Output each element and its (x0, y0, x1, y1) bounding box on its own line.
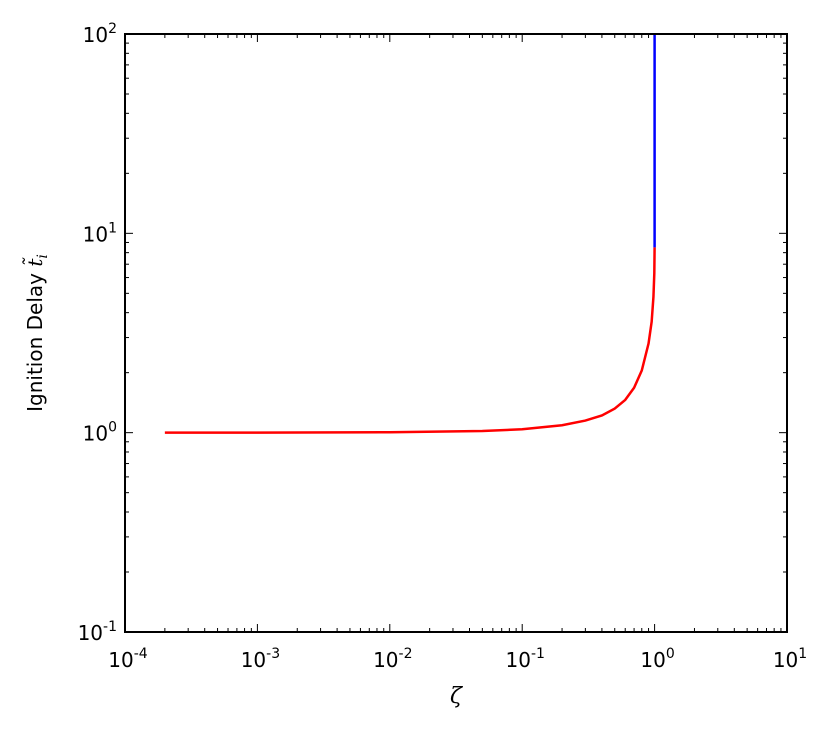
x-tick-label-exp: 1 (798, 646, 807, 662)
y-tick-label: 10-1 (78, 619, 117, 645)
x-tick-label: 10-3 (241, 646, 280, 672)
x-tick-label-base: 10 (640, 648, 665, 672)
y-tick-label-base: 10 (83, 422, 108, 446)
y-tick-label: 101 (83, 220, 117, 246)
x-tick-label: 10-4 (108, 646, 148, 672)
x-tick-label-exp: -4 (134, 646, 148, 662)
y-tick-label: 102 (83, 21, 117, 47)
y-tick-label-exp: -1 (103, 619, 117, 635)
x-tick-label-base: 10 (108, 648, 133, 672)
x-tick-label-exp: -1 (531, 646, 545, 662)
y-tick-label-exp: 2 (108, 21, 117, 37)
y-axis-label-text: Ignition Delay (23, 267, 47, 412)
x-tick-label-exp: 0 (666, 646, 675, 662)
x-tick-label-base: 10 (373, 648, 398, 672)
y-axis-label-symbol: t̃ (21, 257, 47, 267)
y-tick-label-base: 10 (83, 222, 108, 246)
x-axis-label: ζ (450, 684, 464, 709)
x-tick-label: 10-2 (373, 646, 412, 672)
x-tick-label: 100 (640, 646, 674, 672)
x-tick-label-exp: -3 (266, 646, 280, 662)
y-tick-label-base: 10 (78, 621, 103, 645)
x-tick-label-base: 10 (505, 648, 530, 672)
y-axis-label-sub: i (35, 254, 51, 258)
y-tick-label: 100 (83, 420, 117, 446)
data-line (164, 247, 656, 434)
y-tick-label-base: 10 (83, 23, 108, 47)
plot-frame (124, 33, 788, 633)
x-tick-label-base: 10 (241, 648, 266, 672)
y-tick-label-exp: 1 (108, 220, 117, 236)
x-tick-label-base: 10 (773, 648, 798, 672)
x-tick-label: 10-1 (505, 646, 544, 672)
x-tick-label: 101 (773, 646, 807, 672)
y-tick-label-exp: 0 (108, 420, 117, 436)
y-axis-label: Ignition Delay t̃i (21, 254, 51, 412)
x-tick-label-exp: -2 (399, 646, 413, 662)
